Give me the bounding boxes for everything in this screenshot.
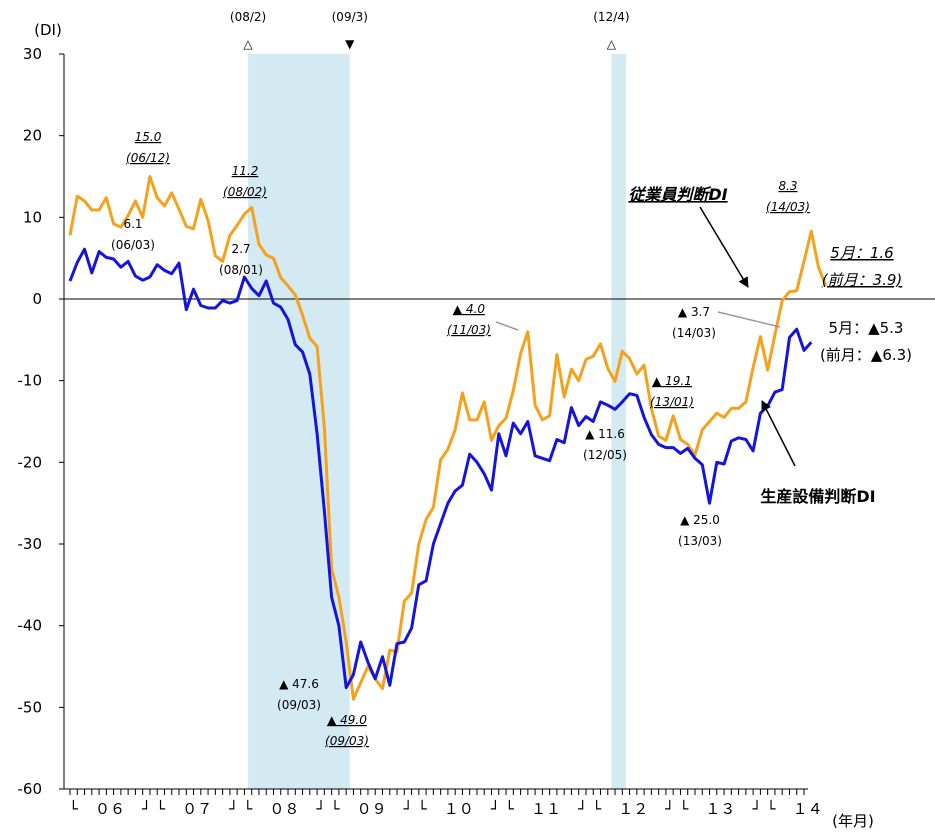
annotation-date: (12/05) xyxy=(583,448,627,462)
employee-latest: 5月：1.6 xyxy=(830,244,893,262)
x-year-start-mark: └ xyxy=(418,799,428,818)
x-year-label: １０ xyxy=(444,800,474,818)
annotation-date: (08/02) xyxy=(223,185,267,199)
y-tick-label: -50 xyxy=(18,698,43,716)
y-tick-label: -60 xyxy=(18,780,43,798)
annotation-date: (13/03) xyxy=(678,534,722,548)
band-start-marker: △ xyxy=(243,37,253,51)
x-year-label: １３ xyxy=(705,800,735,818)
annotation-date: (06/12) xyxy=(126,151,170,165)
annotation-date: (14/03) xyxy=(672,326,716,340)
annotation-value: 15.0 xyxy=(135,130,162,144)
annotation-value: 11.2 xyxy=(232,164,259,178)
x-year-end-mark: ┘ xyxy=(315,799,325,818)
x-year-end-mark: ┘ xyxy=(141,799,151,818)
band-end-marker: ▼ xyxy=(345,37,355,51)
x-year-start-mark: └ xyxy=(156,799,166,818)
x-year-label: １４ xyxy=(793,800,823,818)
recession-band xyxy=(611,54,626,789)
annotation-value: ▲ 4.0 xyxy=(453,302,485,316)
x-year-end-mark: ┘ xyxy=(490,799,500,818)
recession-band xyxy=(248,54,350,789)
band-start-label: (12/4) xyxy=(593,10,629,24)
x-year-start-mark: └ xyxy=(679,799,689,818)
x-year-end-mark: ┘ xyxy=(664,799,674,818)
x-year-start-mark: └ xyxy=(69,799,79,818)
annotation-date: (08/01) xyxy=(219,263,263,277)
x-year-label: １２ xyxy=(618,800,648,818)
annotation-value: ▲ 49.0 xyxy=(327,713,367,727)
annotation-date: (14/03) xyxy=(766,200,810,214)
y-tick-label: -40 xyxy=(18,617,43,635)
employee-arrow xyxy=(699,206,749,288)
x-year-end-mark: ┘ xyxy=(752,799,762,818)
annotation-value: 2.7 xyxy=(231,242,250,256)
y-tick-label: -10 xyxy=(18,372,43,390)
x-year-start-mark: └ xyxy=(767,799,777,818)
y-tick-label: 10 xyxy=(23,208,42,226)
band-start-label: (08/2) xyxy=(230,10,266,24)
annotation-date: (09/03) xyxy=(277,698,321,712)
x-year-label: ０８ xyxy=(269,800,299,818)
equipment-prev: (前月：▲6.3) xyxy=(820,346,912,364)
x-year-start-mark: └ xyxy=(330,799,340,818)
annotation-value: 6.1 xyxy=(123,217,142,231)
annotation-date: (06/03) xyxy=(111,238,155,252)
x-year-end-mark: ┘ xyxy=(228,799,238,818)
x-year-label: １１ xyxy=(531,800,561,818)
annotation-date: (13/01) xyxy=(650,395,694,409)
annotation-value: ▲ 25.0 xyxy=(680,513,720,527)
equipment-series-label: 生産設備判断DI xyxy=(760,487,875,506)
y-axis-unit: (DI) xyxy=(34,21,62,39)
annotation-date: (09/03) xyxy=(325,734,369,748)
y-tick-label: -30 xyxy=(18,535,43,553)
employee-series-label: 従業員判断DI xyxy=(628,185,727,204)
annotation-value: ▲ 3.7 xyxy=(678,305,710,319)
annotation-value: 8.3 xyxy=(778,179,797,193)
x-year-end-mark: ┘ xyxy=(403,799,413,818)
y-tick-label: 30 xyxy=(23,45,42,63)
x-year-label: ０９ xyxy=(357,800,387,818)
x-year-label: ０６ xyxy=(95,800,125,818)
x-year-start-mark: └ xyxy=(243,799,253,818)
series-line-employee xyxy=(68,175,828,701)
x-year-start-mark: └ xyxy=(592,799,602,818)
series-line-equipment xyxy=(68,247,813,690)
band-end-label: (09/3) xyxy=(332,10,368,24)
employee-prev: (前月：3.9) xyxy=(822,271,903,289)
x-year-end-mark: ┘ xyxy=(577,799,587,818)
equipment-latest: 5月：▲5.3 xyxy=(829,319,904,337)
y-tick-label: 0 xyxy=(32,290,42,308)
x-year-start-mark: └ xyxy=(505,799,515,818)
annotation-value: ▲ 47.6 xyxy=(279,677,319,691)
equipment-arrow xyxy=(761,400,796,467)
x-year-label: ０７ xyxy=(182,800,212,818)
annotation-value: ▲ 19.1 xyxy=(652,374,692,388)
x-axis-unit: (年月) xyxy=(832,812,874,830)
y-tick-label: -20 xyxy=(18,453,43,471)
leader-line xyxy=(717,311,781,328)
y-tick-label: 20 xyxy=(23,127,42,145)
annotation-date: (11/03) xyxy=(447,323,491,337)
leader-line xyxy=(495,321,519,331)
annotation-value: ▲ 11.6 xyxy=(585,427,625,441)
band-start-marker: △ xyxy=(607,37,617,51)
